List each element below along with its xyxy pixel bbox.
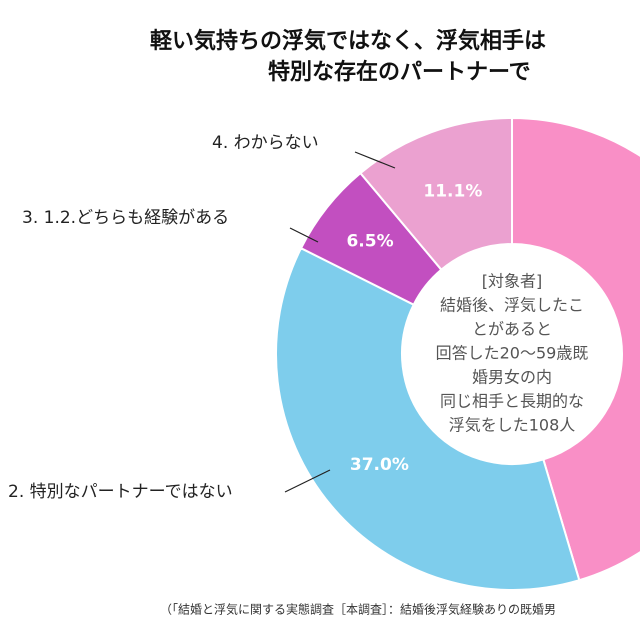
value-label: 37.0% xyxy=(350,455,409,475)
center-text: 同じ相手と長期的な xyxy=(440,392,584,411)
donut-segment xyxy=(511,116,640,582)
category-label: 3. 1.2.どちらも経験がある xyxy=(22,208,229,228)
center-text: 結婚後、浮気したこ xyxy=(440,296,584,315)
source-note: （「結婚と浮気に関する実態調査［本調査］：結婚後浮気経験ありの既婚男 xyxy=(160,602,556,617)
leader-line xyxy=(289,227,319,243)
center-text: とがあると xyxy=(472,320,552,339)
category-label: 4. わからない xyxy=(212,133,319,153)
chart-title: 軽い気持ちの浮気ではなく、浮気相手は xyxy=(150,28,546,54)
center-text: 浮気をした108人 xyxy=(449,416,576,435)
center-text: [対象者] xyxy=(482,272,543,291)
center-text: 婚男女の内 xyxy=(472,368,552,387)
category-label: 2. 特別なパートナーではない xyxy=(8,482,233,502)
leader-line xyxy=(354,151,396,169)
value-label: 6.5% xyxy=(346,232,393,252)
donut-segment xyxy=(275,246,581,591)
chart-title: 特別な存在のパートナーで xyxy=(268,59,531,85)
leader-line xyxy=(284,469,331,493)
donut-segment xyxy=(359,116,513,272)
value-label: 11.1% xyxy=(423,181,482,201)
center-hole xyxy=(403,245,621,463)
center-text: 回答した20～59歳既 xyxy=(436,344,589,363)
